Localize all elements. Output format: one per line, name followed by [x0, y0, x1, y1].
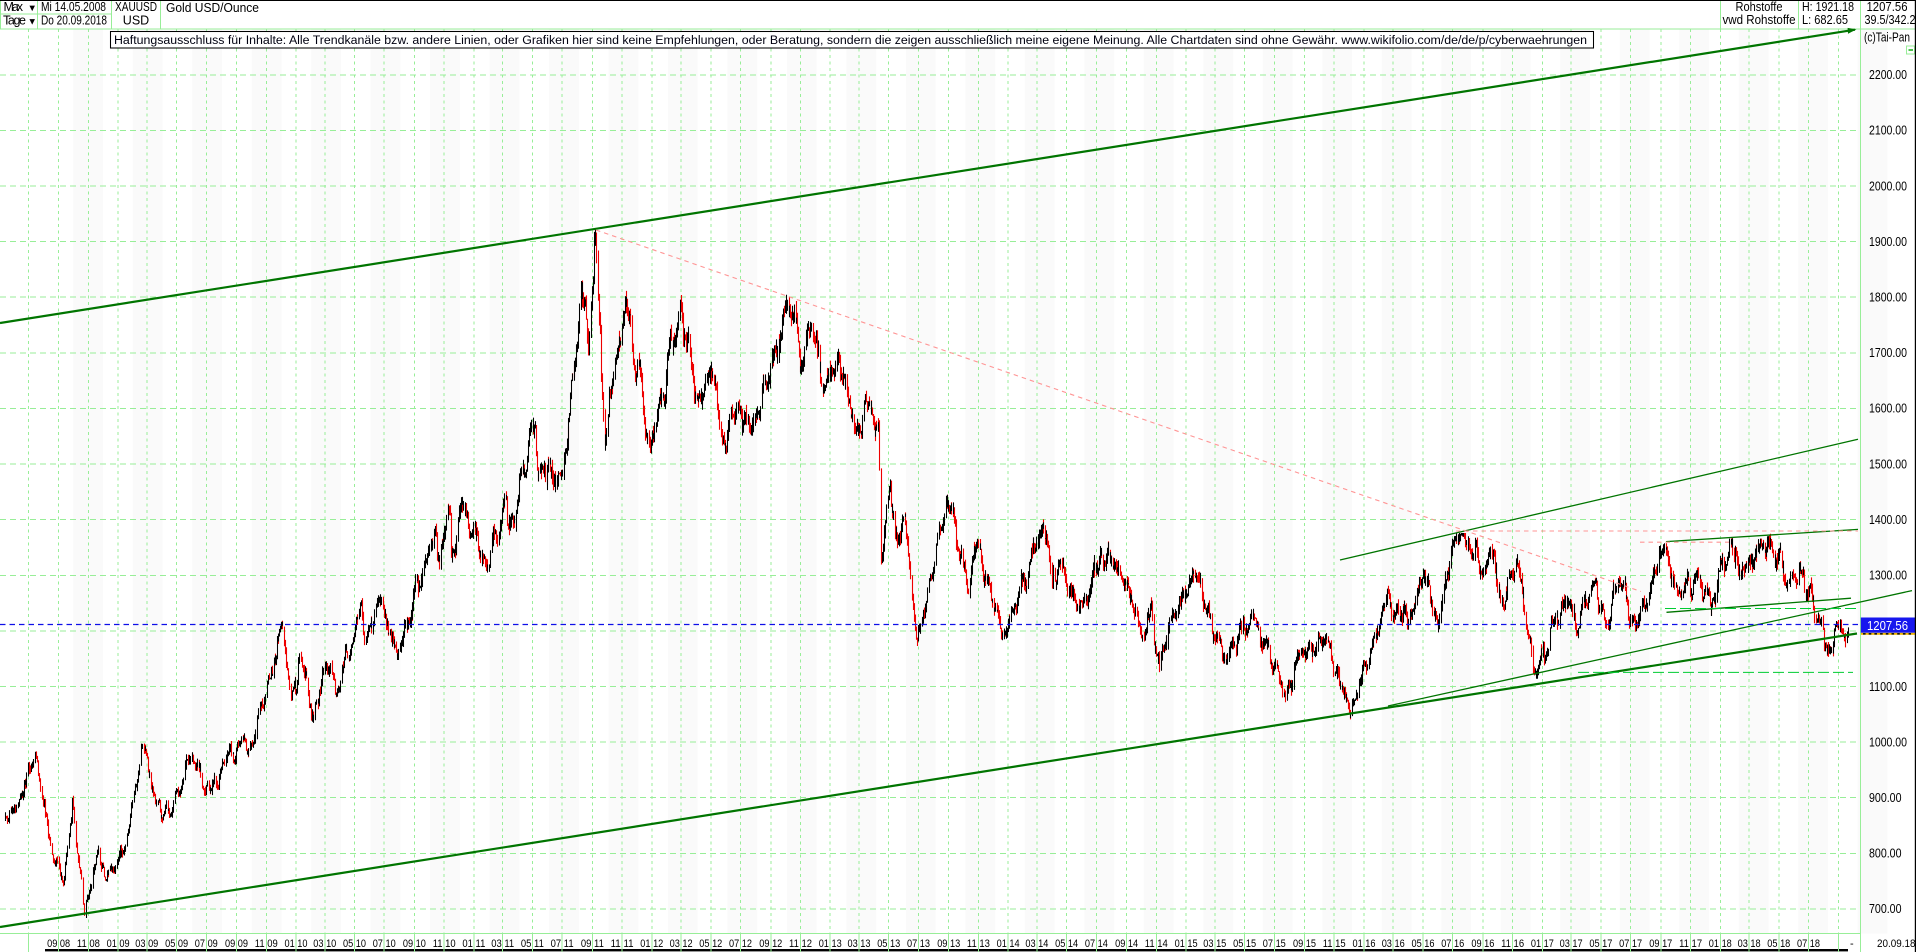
- svg-text:05 17: 05 17: [1589, 938, 1612, 950]
- svg-text:09 16: 09 16: [1471, 938, 1494, 950]
- svg-text:1300.00: 1300.00: [1869, 569, 1907, 583]
- svg-text:H: 1921.18: H: 1921.18: [1802, 0, 1854, 14]
- svg-text:01 18: 01 18: [1709, 938, 1732, 950]
- svg-text:07 09: 07 09: [195, 938, 218, 950]
- svg-text:07 10: 07 10: [373, 938, 396, 950]
- svg-text:1207.56: 1207.56: [1867, 0, 1908, 14]
- svg-text:05 10: 05 10: [343, 938, 366, 950]
- svg-text:1900.00: 1900.00: [1869, 235, 1907, 249]
- svg-text:07 12: 07 12: [729, 938, 752, 950]
- svg-text:▼: ▼: [28, 17, 37, 28]
- svg-text:Mi 14.05.2008: Mi 14.05.2008: [41, 0, 106, 14]
- svg-text:07 17: 07 17: [1619, 938, 1642, 950]
- svg-text:1207.56: 1207.56: [1867, 619, 1908, 633]
- svg-text:1600.00: 1600.00: [1869, 402, 1907, 416]
- svg-text:05 14: 05 14: [1055, 938, 1078, 950]
- svg-text:09 11: 09 11: [581, 938, 604, 950]
- svg-text:700.00: 700.00: [1869, 902, 1902, 916]
- svg-text:03 10: 03 10: [313, 938, 336, 950]
- svg-text:05 13: 05 13: [877, 938, 900, 950]
- svg-text:1500.00: 1500.00: [1869, 457, 1907, 471]
- svg-text:09 08: 09 08: [47, 938, 70, 950]
- svg-text:03 11: 03 11: [491, 938, 514, 950]
- svg-text:1800.00: 1800.00: [1869, 291, 1907, 305]
- svg-text:2100.00: 2100.00: [1869, 124, 1907, 138]
- svg-text:03 13: 03 13: [848, 938, 871, 950]
- svg-text:1100.00: 1100.00: [1869, 680, 1907, 694]
- svg-text:01 15: 01 15: [1175, 938, 1198, 950]
- svg-text:07 15: 07 15: [1263, 938, 1286, 950]
- svg-text:01 13: 01 13: [819, 938, 842, 950]
- svg-text:09 10: 09 10: [403, 938, 426, 950]
- svg-text:05 09: 05 09: [165, 938, 188, 950]
- svg-text:Tage: Tage: [3, 14, 26, 28]
- svg-text:09 17: 09 17: [1649, 938, 1672, 950]
- svg-text:03 09: 03 09: [135, 938, 158, 950]
- svg-text:09 15: 09 15: [1293, 938, 1316, 950]
- svg-text:Gold USD/Ounce: Gold USD/Ounce: [166, 1, 259, 15]
- svg-text:1700.00: 1700.00: [1869, 346, 1907, 360]
- svg-text:1400.00: 1400.00: [1869, 513, 1907, 527]
- svg-text:05 12: 05 12: [699, 938, 722, 950]
- svg-text:L: 682.65: L: 682.65: [1802, 13, 1848, 27]
- svg-text:01 17: 01 17: [1531, 938, 1554, 950]
- svg-text:▼: ▼: [28, 3, 37, 14]
- svg-text:2200.00: 2200.00: [1869, 68, 1907, 82]
- svg-text:01 09: 01 09: [107, 938, 130, 950]
- svg-text:USD: USD: [123, 14, 149, 28]
- svg-text:03 12: 03 12: [670, 938, 693, 950]
- svg-text:09 12: 09 12: [759, 938, 782, 950]
- svg-text:900.00: 900.00: [1869, 791, 1902, 805]
- svg-text:11 10: 11 10: [433, 938, 456, 950]
- svg-text:03 15: 03 15: [1203, 938, 1226, 950]
- svg-text:03 18: 03 18: [1738, 938, 1761, 950]
- svg-text:Rohstoffe: Rohstoffe: [1736, 0, 1783, 14]
- svg-text:07 13: 07 13: [907, 938, 930, 950]
- svg-text:(c)Tai-Pan: (c)Tai-Pan: [1864, 31, 1910, 45]
- svg-text:1000.00: 1000.00: [1869, 735, 1907, 749]
- svg-text:01 16: 01 16: [1353, 938, 1376, 950]
- svg-text:11 11: 11 11: [611, 938, 634, 950]
- svg-text:01 11: 01 11: [462, 938, 485, 950]
- svg-text:01 14: 01 14: [997, 938, 1020, 950]
- svg-text:11 14: 11 14: [1145, 938, 1168, 950]
- svg-text:07 11: 07 11: [551, 938, 574, 950]
- svg-text:07 18: 07 18: [1797, 938, 1820, 950]
- svg-text:05 11: 05 11: [521, 938, 544, 950]
- svg-text:Haftungsausschluss für Inhalte: Haftungsausschluss für Inhalte: Alle Tre…: [114, 33, 1587, 47]
- svg-text:XAUUSD: XAUUSD: [115, 0, 157, 14]
- svg-text:09 09: 09 09: [225, 938, 248, 950]
- svg-text:09 14: 09 14: [1115, 938, 1138, 950]
- svg-text:03 17: 03 17: [1560, 938, 1583, 950]
- svg-text:07 14: 07 14: [1085, 938, 1108, 950]
- svg-text:20.09.18: 20.09.18: [1877, 938, 1916, 950]
- svg-text:09 13: 09 13: [937, 938, 960, 950]
- svg-text:Do 20.09.2018: Do 20.09.2018: [41, 14, 107, 28]
- svg-text:11 15: 11 15: [1323, 938, 1346, 950]
- svg-text:11 09: 11 09: [255, 938, 278, 950]
- svg-text:05 18: 05 18: [1767, 938, 1790, 950]
- svg-text:07 16: 07 16: [1441, 938, 1464, 950]
- svg-text:03 14: 03 14: [1025, 938, 1048, 950]
- svg-text:05 16: 05 16: [1412, 938, 1435, 950]
- svg-text:05 15: 05 15: [1233, 938, 1256, 950]
- svg-text:39.5/342.2: 39.5/342.2: [1865, 13, 1916, 27]
- svg-text:-: -: [1850, 938, 1854, 950]
- svg-text:11 13: 11 13: [967, 938, 990, 950]
- svg-text:11 12: 11 12: [789, 938, 812, 950]
- svg-text:01 10: 01 10: [285, 938, 308, 950]
- svg-text:03 16: 03 16: [1382, 938, 1405, 950]
- svg-text:01 12: 01 12: [640, 938, 663, 950]
- svg-text:2000.00: 2000.00: [1869, 179, 1907, 193]
- svg-text:vwd Rohstoffe: vwd Rohstoffe: [1723, 13, 1796, 27]
- svg-text:800.00: 800.00: [1869, 847, 1902, 861]
- svg-text:11 08: 11 08: [77, 938, 100, 950]
- svg-text:11 17: 11 17: [1679, 938, 1702, 950]
- svg-text:Max: Max: [4, 0, 24, 14]
- svg-text:11 16: 11 16: [1501, 938, 1524, 950]
